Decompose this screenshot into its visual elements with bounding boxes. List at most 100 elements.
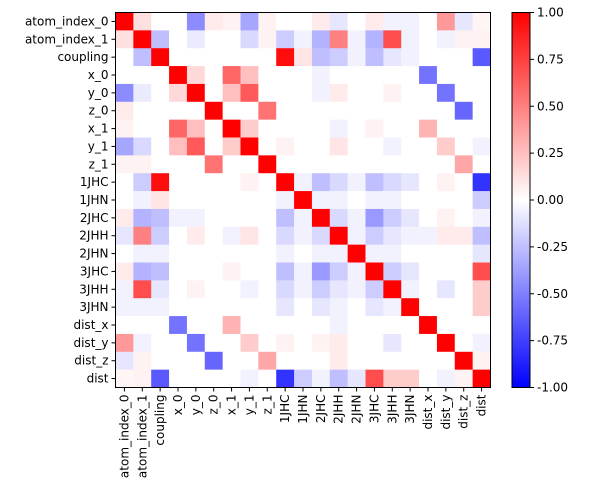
heatmap-cell: [151, 191, 170, 210]
x-tick-label: dist: [475, 394, 489, 416]
heatmap-cell: [383, 48, 402, 67]
colorbar: [511, 12, 531, 388]
heatmap-cell: [401, 316, 420, 335]
heatmap-cell: [329, 137, 349, 156]
heatmap-cell: [436, 173, 456, 192]
heatmap-cell: [401, 155, 420, 174]
x-tick-label: 3JHH: [385, 395, 399, 424]
y-tick-label: x_1: [88, 122, 109, 136]
heatmap-cell: [311, 83, 331, 103]
heatmap-cell: [133, 48, 152, 67]
heatmap-cell: [222, 262, 241, 281]
heatmap-cell: [472, 333, 491, 353]
heatmap-cell: [401, 351, 420, 371]
heatmap-cell: [419, 369, 438, 388]
heatmap-cell: [258, 66, 277, 85]
heatmap-cell: [347, 66, 366, 85]
heatmap-cell: [222, 119, 241, 138]
heatmap-cell: [472, 244, 491, 263]
heatmap-cell: [436, 316, 456, 335]
heatmap-cell: [276, 208, 295, 228]
heatmap-cell: [276, 119, 295, 138]
heatmap-cell: [222, 12, 241, 31]
heatmap-cell: [115, 155, 134, 174]
heatmap-cell: [311, 226, 331, 246]
heatmap-cell: [222, 280, 241, 299]
heatmap-cell: [436, 48, 456, 67]
heatmap-cell: [169, 280, 188, 299]
heatmap-cell: [347, 333, 366, 353]
heatmap-cell: [436, 83, 456, 103]
heatmap-cell: [365, 30, 384, 49]
heatmap-cell: [347, 155, 366, 174]
heatmap-cell: [204, 12, 224, 31]
heatmap-cell: [419, 333, 438, 353]
heatmap-cell: [240, 66, 259, 85]
heatmap-cell: [240, 191, 259, 210]
heatmap-cell: [419, 83, 438, 103]
heatmap-cell: [472, 101, 491, 121]
heatmap-cell: [383, 119, 402, 138]
heatmap-cell: [472, 298, 491, 317]
heatmap-cell: [204, 316, 224, 335]
heatmap-cell: [383, 208, 402, 228]
heatmap-cell: [472, 137, 491, 156]
heatmap-cell: [383, 333, 402, 353]
heatmap-cell: [401, 66, 420, 85]
heatmap-cell: [258, 83, 277, 103]
heatmap-cell: [294, 101, 313, 121]
heatmap-cell: [419, 12, 438, 31]
heatmap-cell: [186, 244, 206, 263]
heatmap-cell: [151, 119, 170, 138]
heatmap-cell: [169, 351, 188, 371]
heatmap-cell: [365, 101, 384, 121]
heatmap-cell: [276, 316, 295, 335]
heatmap-cell: [258, 137, 277, 156]
heatmap-cell: [240, 208, 259, 228]
heatmap-cell: [419, 173, 438, 192]
heatmap-cell: [258, 208, 277, 228]
heatmap-cell: [311, 101, 331, 121]
heatmap-cell: [186, 119, 206, 138]
y-tick-label: 1JHN: [79, 193, 108, 207]
heatmap-cell: [436, 262, 456, 281]
heatmap-cell: [294, 48, 313, 67]
heatmap-cell: [365, 226, 384, 246]
heatmap-cell: [204, 298, 224, 317]
heatmap-cell: [419, 316, 438, 335]
heatmap-cell: [401, 30, 420, 49]
x-tick-label: 2JHH: [332, 395, 346, 424]
x-tick-label: atom_index_1: [135, 395, 149, 479]
heatmap-cell: [383, 262, 402, 281]
heatmap-cell: [133, 173, 152, 192]
heatmap-cell: [311, 119, 331, 138]
heatmap-cell: [133, 66, 152, 85]
heatmap-cell: [115, 48, 134, 67]
heatmap-cell: [311, 30, 331, 49]
heatmap-cell: [383, 226, 402, 246]
heatmap-cell: [133, 137, 152, 156]
heatmap-cell: [347, 369, 366, 388]
heatmap-cell: [204, 226, 224, 246]
heatmap-cell: [186, 30, 206, 49]
heatmap-cell: [383, 316, 402, 335]
heatmap-cell: [311, 137, 331, 156]
heatmap-cell: [240, 48, 259, 67]
heatmap-cell: [133, 101, 152, 121]
heatmap-cell: [419, 351, 438, 371]
heatmap-cell: [329, 226, 349, 246]
heatmap-cell: [472, 12, 491, 31]
heatmap-cell: [401, 173, 420, 192]
colorbar-tick-label: 0.25: [537, 146, 564, 160]
heatmap-cell: [258, 369, 277, 388]
heatmap-cell: [454, 119, 474, 138]
heatmap-cell: [276, 48, 295, 67]
heatmap-cell: [186, 101, 206, 121]
y-tick-label: dist_y: [73, 336, 108, 350]
colorbar-tick-label: -0.25: [537, 240, 568, 254]
heatmap-cell: [329, 298, 349, 317]
heatmap-cell: [276, 12, 295, 31]
colorbar-tick-label: -0.50: [537, 287, 568, 301]
heatmap-cell: [383, 351, 402, 371]
heatmap-cell: [347, 226, 366, 246]
